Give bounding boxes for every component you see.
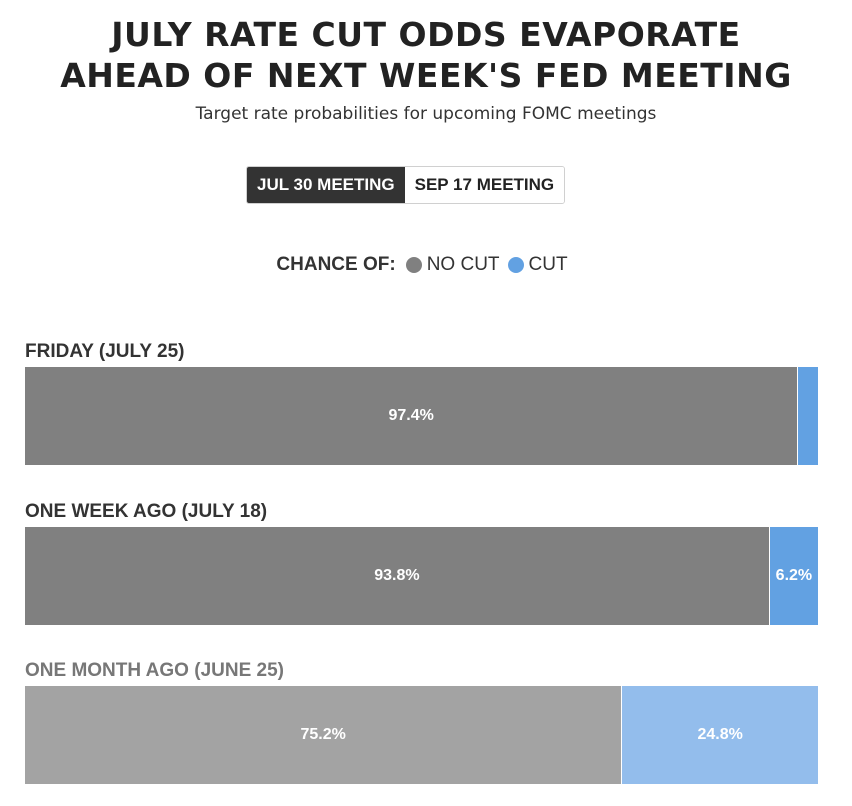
bar-segment-cut: 6.2%: [768, 527, 818, 625]
stacked-bar: 75.2% 24.8%: [25, 686, 818, 784]
row-label: ONE WEEK AGO (JULY 18): [25, 501, 268, 522]
title-line-2: AHEAD OF NEXT WEEK'S FED MEETING: [60, 56, 792, 95]
legend-label-no-cut: NO CUT: [426, 254, 500, 275]
legend-item-cut: CUT: [507, 254, 568, 276]
bar-segment-no-cut: 75.2%: [25, 686, 622, 784]
legend-dot-no-cut-icon: [405, 257, 422, 273]
tab-sep-17-meeting[interactable]: SEP 17 MEETING: [404, 167, 565, 203]
legend-label-cut: CUT: [528, 254, 568, 275]
legend-dot-cut-icon: [507, 257, 524, 273]
meeting-tabs: JUL 30 MEETING SEP 17 MEETING: [246, 166, 566, 204]
bar-segment-no-cut: 97.4%: [25, 367, 798, 465]
stacked-bar: 97.4%: [25, 367, 818, 465]
chart-subtitle: Target rate probabilities for upcoming F…: [195, 104, 657, 124]
legend: CHANCE OF: NO CUT CUT: [0, 254, 852, 276]
bar-segment-cut: [797, 367, 818, 465]
title-line-1: JULY RATE CUT ODDS EVAPORATE: [111, 15, 741, 54]
row-label: ONE MONTH AGO (JUNE 25): [25, 660, 284, 681]
legend-title: CHANCE OF:: [276, 254, 396, 275]
legend-item-no-cut: NO CUT: [405, 254, 500, 276]
stacked-bar: 93.8% 6.2%: [25, 527, 818, 625]
bar-segment-cut: 24.8%: [621, 686, 818, 784]
row-label: FRIDAY (JULY 25): [25, 341, 185, 362]
bar-segment-no-cut: 93.8%: [25, 527, 769, 625]
chart-title: JULY RATE CUT ODDS EVAPORATE AHEAD OF NE…: [0, 14, 852, 96]
tab-jul-30-meeting[interactable]: JUL 30 MEETING: [247, 167, 405, 203]
